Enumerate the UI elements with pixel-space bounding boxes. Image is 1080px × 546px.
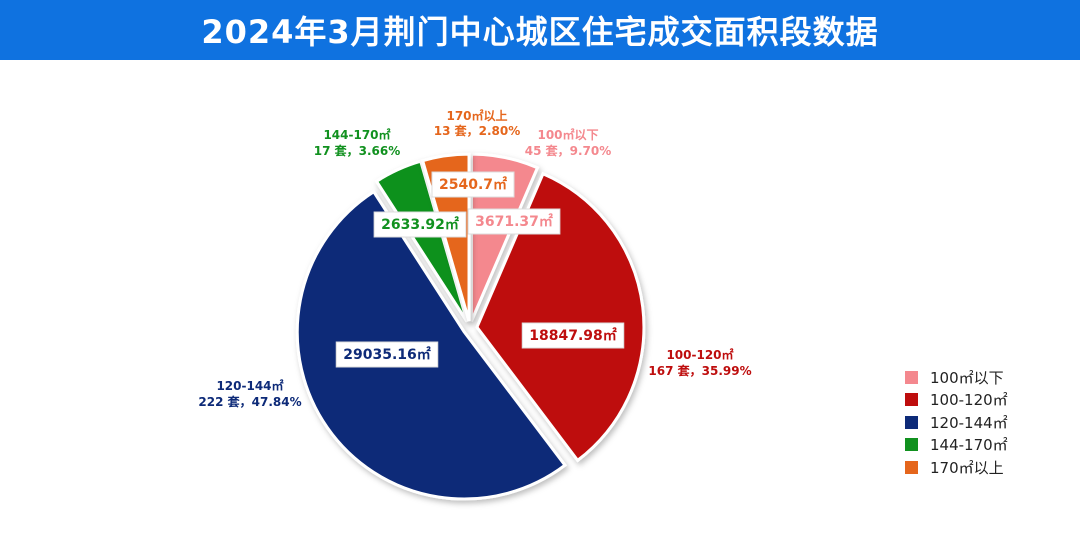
svg-text:18847.98㎡: 18847.98㎡ <box>529 327 617 344</box>
value-label-5: 2540.7㎡ <box>431 171 515 198</box>
pie-chart: 3671.37㎡ 18847.98㎡ 29035.16㎡ 2633.92㎡ 2540.7… <box>198 108 752 501</box>
value-label-4: 2633.92㎡ <box>373 211 467 238</box>
legend-item-3: 120-144㎡ <box>905 411 1008 434</box>
slice-name-label-1: 100㎡以下 <box>537 127 598 142</box>
legend-item-4: 144-170㎡ <box>905 434 1008 457</box>
legend-label-5: 170㎡以上 <box>930 458 1004 477</box>
value-label-1: 3671.37㎡ <box>467 208 561 235</box>
slice-count-label-4: 17 套，3.66% <box>314 143 401 158</box>
legend-swatch-3 <box>905 415 918 429</box>
svg-text:3671.37㎡: 3671.37㎡ <box>475 213 553 230</box>
title-bar: 2024年3月荆门中心城区住宅成交面积段数据 <box>0 0 1080 60</box>
legend-item-5: 170㎡以上 <box>905 456 1008 479</box>
legend-item-1: 100㎡以下 <box>905 366 1008 389</box>
legend-swatch-2 <box>905 393 918 407</box>
pie-slice-4 <box>374 159 469 323</box>
pie-slice-2 <box>475 171 646 463</box>
slice-count-label-3: 222 套，47.84% <box>198 394 301 409</box>
legend-label-2: 100-120㎡ <box>930 391 1008 410</box>
svg-text:2540.7㎡: 2540.7㎡ <box>439 176 507 193</box>
chart-title: 2024年3月荆门中心城区住宅成交面积段数据 <box>201 13 879 51</box>
legend-item-2: 100-120㎡ <box>905 389 1008 412</box>
legend-label-1: 100㎡以下 <box>930 368 1004 387</box>
svg-text:29035.16㎡: 29035.16㎡ <box>343 346 431 363</box>
svg-text:2633.92㎡: 2633.92㎡ <box>381 216 459 233</box>
legend-swatch-5 <box>905 460 918 474</box>
legend-swatch-1 <box>905 370 918 384</box>
slice-name-label-4: 144-170㎡ <box>323 127 390 142</box>
slice-count-label-5: 13 套，2.80% <box>434 123 521 138</box>
slice-name-label-3: 120-144㎡ <box>216 378 283 393</box>
legend: 100㎡以下 100-120㎡ 120-144㎡ 144-170㎡ 170㎡以上 <box>905 366 1008 479</box>
slice-count-label-2: 167 套，35.99% <box>648 363 751 378</box>
slice-count-label-1: 45 套，9.70% <box>525 143 612 158</box>
slice-name-label-2: 100-120㎡ <box>666 347 733 362</box>
value-label-2: 18847.98㎡ <box>521 322 625 349</box>
value-label-3: 29035.16㎡ <box>335 341 439 368</box>
slice-name-label-5: 170㎡以上 <box>446 108 507 123</box>
legend-label-4: 144-170㎡ <box>930 436 1008 455</box>
legend-swatch-4 <box>905 438 918 452</box>
legend-label-3: 120-144㎡ <box>930 413 1008 432</box>
